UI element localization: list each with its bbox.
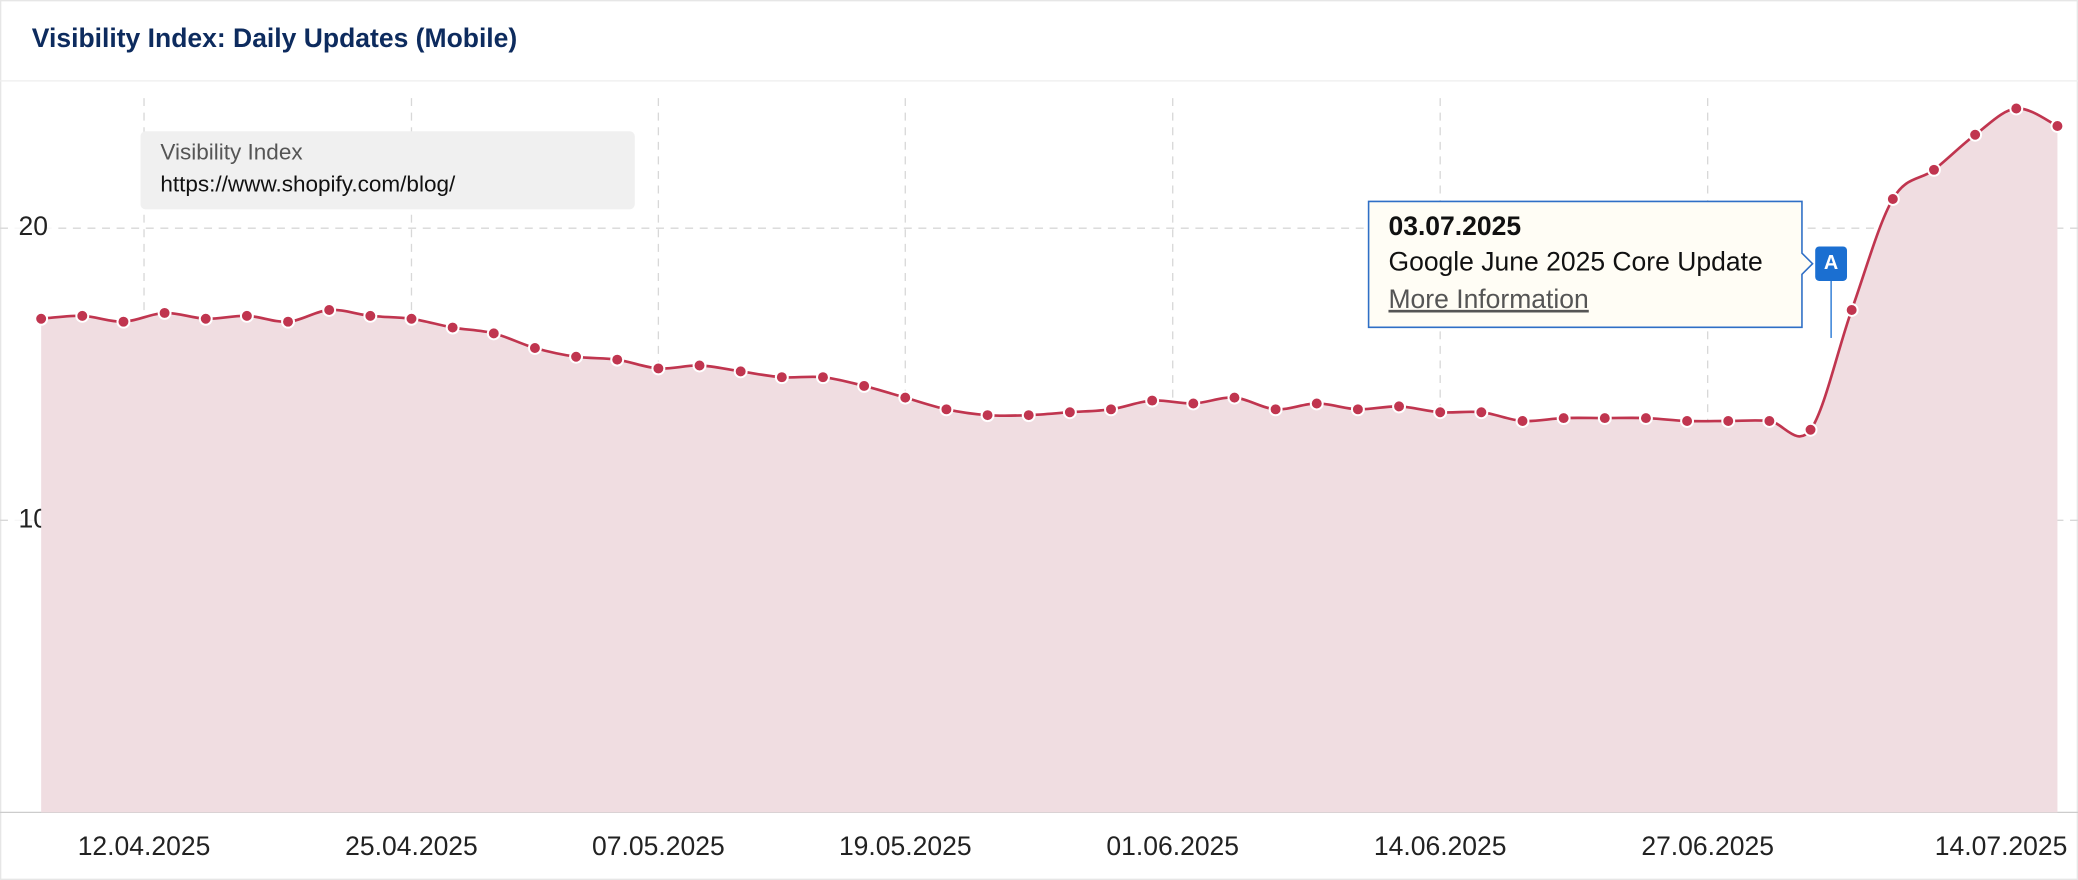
data-point <box>857 378 872 393</box>
data-point <box>1227 390 1242 405</box>
data-point <box>1104 402 1118 417</box>
data-point <box>116 314 131 329</box>
tooltip-link[interactable]: More Information <box>1388 284 1588 314</box>
data-point <box>610 352 625 367</box>
y-tick-label: 20 <box>19 211 48 241</box>
x-tick-label: 01.06.2025 <box>1106 831 1239 861</box>
data-point <box>1721 414 1736 428</box>
data-point <box>1968 127 1983 142</box>
data-point <box>1021 408 1036 423</box>
x-tick-label: 27.06.2025 <box>1641 831 1774 861</box>
x-tick-label: 12.04.2025 <box>78 831 211 861</box>
legend-url: https://www.shopify.com/blog/ <box>160 172 456 197</box>
data-point <box>157 305 172 320</box>
legend-name: Visibility Index <box>160 140 303 165</box>
data-point <box>281 314 295 329</box>
data-point <box>1885 192 1900 206</box>
data-point <box>34 311 49 326</box>
tooltip-date: 03.07.2025 <box>1388 211 1521 241</box>
data-point <box>1762 414 1777 428</box>
x-tick-label: 14.07.2025 <box>1935 831 2068 861</box>
chart-title: Visibility Index: Daily Updates (Mobile) <box>32 23 517 53</box>
data-point <box>816 370 830 385</box>
data-point <box>527 341 542 355</box>
data-point <box>1680 414 1695 428</box>
annotation-marker[interactable]: A <box>1824 252 1838 274</box>
data-point <box>404 311 419 326</box>
data-point <box>2009 101 2024 116</box>
data-point <box>1145 393 1160 408</box>
data-point <box>1927 162 1941 177</box>
data-point <box>1803 422 1818 437</box>
data-point <box>898 390 913 405</box>
data-point <box>75 308 90 323</box>
data-point <box>733 364 748 379</box>
data-point <box>1638 411 1653 426</box>
data-point <box>1062 405 1077 420</box>
data-point <box>1844 303 1859 317</box>
data-point <box>939 402 954 417</box>
data-point <box>1309 396 1324 411</box>
tooltip-box <box>1367 200 1814 329</box>
data-point <box>1597 411 1612 426</box>
annotation-marker-box[interactable] <box>1815 246 1848 281</box>
data-point <box>198 311 213 326</box>
data-point <box>1268 402 1283 417</box>
overlay: Visibility Index https://www.shopify.com… <box>140 131 1848 338</box>
x-tick-label: 19.05.2025 <box>839 831 972 861</box>
y-tick-bg <box>13 212 56 245</box>
data-point <box>239 308 254 323</box>
data-point <box>1433 405 1448 420</box>
data-point <box>692 358 707 373</box>
data-point <box>651 361 666 376</box>
data-point <box>1474 405 1489 420</box>
data-point <box>1186 396 1201 411</box>
data-point <box>1515 414 1530 428</box>
data-point <box>445 320 460 335</box>
data-point <box>322 303 337 317</box>
data-point <box>569 349 584 364</box>
data-point <box>774 370 789 385</box>
x-tick-label: 14.06.2025 <box>1374 831 1507 861</box>
area-fill <box>41 108 2058 813</box>
tooltip-title: Google June 2025 Core Update <box>1388 247 1762 277</box>
data-point <box>363 308 378 323</box>
data-point <box>980 408 995 423</box>
x-tick-label: 25.04.2025 <box>345 831 478 861</box>
data-point <box>486 326 501 341</box>
data-point <box>1392 399 1407 414</box>
legend-box <box>140 131 635 210</box>
data-point <box>1350 402 1365 417</box>
data-point <box>1556 411 1571 426</box>
data-point <box>2050 119 2065 133</box>
x-tick-label: 07.05.2025 <box>592 831 725 861</box>
